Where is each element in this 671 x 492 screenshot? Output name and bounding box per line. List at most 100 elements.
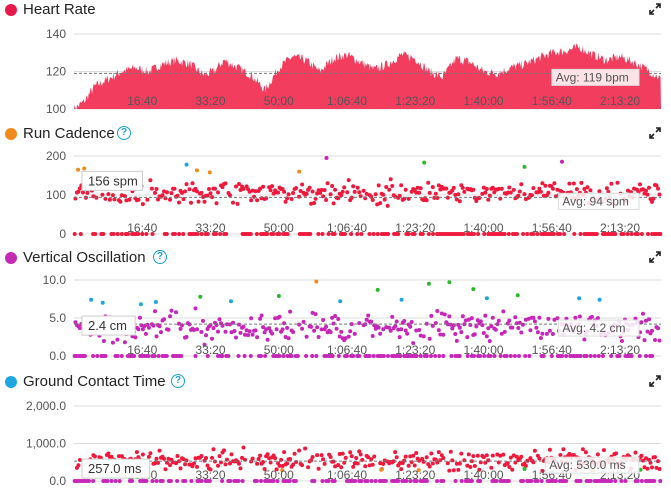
data-point (617, 354, 622, 358)
data-point (216, 329, 220, 334)
data-point (248, 354, 253, 358)
data-point (564, 354, 569, 358)
data-point (252, 194, 257, 199)
data-point (195, 189, 199, 194)
data-point (514, 454, 519, 459)
data-point (523, 317, 528, 322)
data-point (363, 464, 368, 469)
data-point (244, 328, 249, 333)
data-point (609, 479, 614, 483)
data-point (445, 461, 450, 466)
help-icon[interactable]: ? (117, 126, 131, 140)
expand-icon[interactable] (649, 375, 661, 387)
data-point (240, 455, 244, 460)
run-cadence-chart[interactable]: 200 100 0 16:40 33:20 50:00 1:06:40 1:23:20 1:40… (0, 146, 671, 246)
help-icon[interactable]: ? (153, 250, 167, 264)
data-point (214, 232, 218, 236)
data-point (142, 324, 147, 329)
data-point (529, 479, 534, 483)
data-point (369, 457, 374, 462)
data-point (523, 197, 528, 202)
data-point (595, 316, 600, 321)
data-point (352, 461, 357, 466)
data-point (525, 458, 530, 463)
data-point (577, 314, 582, 319)
data-point (376, 183, 381, 188)
x-tick-label: 16:40 (127, 343, 157, 357)
data-point (249, 198, 254, 203)
data-point (87, 479, 91, 483)
data-point (535, 479, 540, 483)
data-point (150, 232, 155, 236)
ground-contact-time-chart[interactable]: 2,000.01,000.00.016:4033:2050:001:06:401… (0, 394, 671, 492)
expand-icon[interactable] (649, 3, 661, 15)
data-point (270, 331, 275, 336)
data-point (342, 460, 347, 465)
help-icon[interactable]: ? (171, 374, 185, 388)
data-point (522, 467, 527, 471)
data-point (106, 192, 111, 197)
data-point (77, 326, 82, 331)
data-point (486, 197, 491, 202)
data-point (589, 314, 594, 319)
data-point (365, 479, 370, 483)
data-point (189, 200, 193, 205)
data-point (283, 335, 288, 339)
data-point (398, 354, 403, 358)
expand-icon[interactable] (649, 251, 661, 263)
heart-rate-chart[interactable]: 140 120 100 16:40 33:20 50:00 1:06:40 1:23:20 1:… (0, 22, 671, 122)
vertical-oscillation-chart[interactable]: 10.0 5.0 0.0 16:40 33:20 50:00 1:06:40 1:23:20 1… (0, 270, 671, 370)
data-point (165, 460, 169, 465)
expand-icon[interactable] (649, 127, 661, 139)
data-point (267, 456, 272, 461)
data-point (654, 465, 659, 470)
data-point (527, 354, 532, 358)
data-point (228, 461, 232, 466)
data-point (280, 464, 285, 468)
data-point (345, 190, 350, 195)
data-point (543, 183, 548, 188)
data-point (179, 354, 184, 358)
data-point (555, 316, 560, 321)
x-tick-label: 1:56:40 (532, 94, 572, 108)
data-point (175, 193, 180, 198)
data-point (537, 186, 542, 191)
data-point (265, 232, 270, 236)
data-point (639, 232, 644, 236)
data-point (414, 451, 419, 455)
data-point (346, 334, 351, 339)
data-point (494, 479, 499, 483)
data-point (363, 196, 368, 201)
data-point (484, 453, 489, 458)
y-tick-label: 10.0 (43, 273, 67, 287)
data-point (364, 191, 369, 196)
data-point (249, 316, 254, 321)
data-point (645, 192, 650, 197)
data-point (453, 479, 458, 483)
data-point (168, 314, 172, 319)
data-point (289, 197, 294, 201)
data-point (519, 454, 524, 459)
x-tick-label: 2:13:20 (600, 343, 640, 357)
data-point (193, 456, 198, 461)
x-tick-label: 1:23:20 (395, 343, 435, 357)
data-point (226, 354, 231, 358)
data-point (118, 199, 123, 204)
data-point (321, 457, 326, 462)
y-tick-label: 140 (46, 27, 66, 41)
data-point (136, 232, 141, 236)
data-point (409, 320, 414, 324)
data-point (164, 354, 169, 358)
data-point (482, 354, 487, 358)
data-point (614, 451, 618, 456)
data-point (382, 197, 387, 202)
data-point (457, 325, 462, 330)
data-point (217, 454, 222, 459)
data-point (310, 455, 315, 459)
data-point (124, 198, 129, 203)
data-point (262, 467, 267, 471)
data-point (426, 232, 431, 236)
data-point (558, 453, 563, 457)
data-point (340, 451, 345, 456)
data-point (394, 319, 399, 324)
